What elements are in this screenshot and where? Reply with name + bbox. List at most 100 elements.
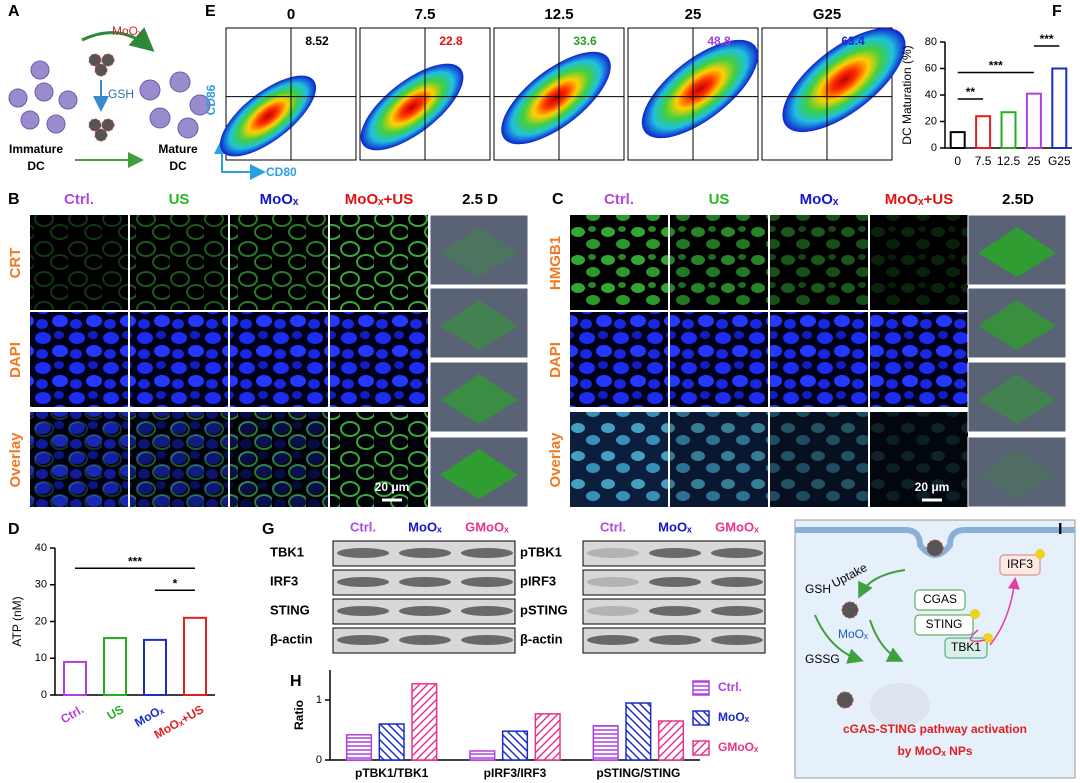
micrograph-channel bbox=[30, 215, 128, 310]
blot-band bbox=[399, 548, 451, 558]
pathway-diagram bbox=[794, 519, 1076, 779]
panel-a-cells bbox=[8, 60, 211, 139]
cell-label: DC bbox=[169, 159, 187, 173]
micrograph bbox=[770, 312, 868, 407]
micrograph-channel bbox=[570, 412, 668, 507]
x-tick-label: 25 bbox=[1027, 154, 1041, 168]
blot-band bbox=[587, 606, 639, 616]
panel-letter: B bbox=[8, 191, 20, 208]
blot-band bbox=[649, 577, 701, 587]
column-header: 25 bbox=[685, 6, 702, 23]
surface bbox=[978, 227, 1056, 277]
quadrant-percentage: 8.52 bbox=[305, 34, 329, 48]
y-tick-label: 20 bbox=[35, 615, 47, 627]
micrograph bbox=[870, 312, 968, 407]
diagram-label: IRF3 bbox=[1007, 557, 1033, 571]
lane-label: Ctrl. bbox=[600, 519, 626, 534]
y-axis-label: Ratio bbox=[292, 700, 306, 730]
panel-letter: C bbox=[552, 191, 564, 208]
blot-band bbox=[337, 577, 389, 587]
surface bbox=[440, 374, 518, 424]
protein-label: STING bbox=[270, 602, 310, 617]
panel-letter: A bbox=[8, 3, 20, 20]
bar bbox=[143, 638, 167, 696]
blot-strip bbox=[582, 569, 766, 596]
micrograph-channel bbox=[670, 215, 768, 310]
micrograph-channel bbox=[130, 412, 228, 507]
panel-letter: F bbox=[1052, 3, 1062, 20]
column-header: MoOₓ bbox=[800, 191, 839, 208]
legend-label: MoOₓ bbox=[718, 710, 750, 724]
protein-label: β-actin bbox=[270, 631, 313, 646]
micrograph-channel bbox=[770, 412, 868, 507]
diagram-label: TBK1 bbox=[951, 640, 981, 654]
y-tick-label: 0 bbox=[41, 689, 47, 701]
y-tick-label: 40 bbox=[925, 89, 937, 101]
y-tick-label: 10 bbox=[35, 652, 47, 664]
micrograph-channel bbox=[330, 215, 428, 310]
lane-label: MoOₓ bbox=[408, 519, 442, 534]
panel-letter: G bbox=[262, 521, 274, 538]
diagram-label: MoOₓ bbox=[838, 627, 868, 641]
blot-band bbox=[711, 548, 763, 558]
blot-band bbox=[399, 606, 451, 616]
blot-band bbox=[399, 635, 451, 645]
bar bbox=[63, 660, 87, 696]
blot-band bbox=[337, 606, 389, 616]
micrograph-channel bbox=[330, 412, 428, 507]
diagram-label: GSSG bbox=[805, 652, 840, 666]
micrograph bbox=[570, 312, 668, 407]
column-header: 7.5 bbox=[415, 6, 436, 23]
surface-plot bbox=[967, 436, 1067, 508]
y-tick-label: 30 bbox=[35, 579, 47, 591]
surface bbox=[978, 374, 1056, 424]
scale-bar-label: 20 μm bbox=[375, 480, 410, 494]
quadrant-percentage: 33.6 bbox=[573, 34, 597, 48]
micrograph bbox=[670, 312, 768, 407]
density bbox=[219, 75, 317, 157]
significance-label: * bbox=[173, 576, 178, 590]
diagram-label: STING bbox=[926, 617, 963, 631]
column-header: US bbox=[169, 191, 190, 208]
x-tick-label: US bbox=[105, 702, 126, 722]
blot-band bbox=[649, 635, 701, 645]
density bbox=[501, 51, 611, 145]
protein-label: pTBK1 bbox=[520, 544, 562, 559]
bar bbox=[657, 720, 685, 761]
blot-band bbox=[587, 577, 639, 587]
micrograph-channel bbox=[870, 215, 968, 310]
bar bbox=[534, 713, 561, 761]
panel-a-particles bbox=[88, 53, 115, 142]
bar bbox=[592, 725, 619, 761]
diagram-caption: by MoOₓ NPs bbox=[897, 744, 972, 758]
axis-label: CD80 bbox=[266, 165, 297, 179]
x-tick-label: pIRF3/IRF3 bbox=[484, 766, 547, 780]
surface bbox=[440, 300, 518, 350]
panel-letter: D bbox=[8, 521, 20, 538]
blot-band bbox=[399, 577, 451, 587]
column-header: 2.5D bbox=[1002, 191, 1034, 208]
blot-band bbox=[587, 635, 639, 645]
column-header: MoOₓ bbox=[260, 191, 299, 208]
protein-label: β-actin bbox=[520, 631, 563, 646]
significance-label: *** bbox=[128, 554, 142, 568]
column-header: Ctrl. bbox=[604, 191, 634, 208]
bar bbox=[183, 616, 207, 697]
cell-label: Mature bbox=[158, 142, 198, 156]
micrograph-channel bbox=[30, 412, 128, 507]
bar bbox=[975, 115, 992, 149]
panel-letter: H bbox=[290, 673, 302, 690]
legend-swatch bbox=[692, 740, 710, 756]
row-label: DAPI bbox=[7, 342, 24, 378]
micrograph bbox=[130, 312, 228, 407]
density bbox=[641, 39, 759, 139]
quadrant-percentage: 48.8 bbox=[707, 34, 731, 48]
blot-band bbox=[587, 548, 639, 558]
lane-label: MoOₓ bbox=[658, 519, 692, 534]
bar bbox=[1025, 92, 1042, 150]
micrograph-channel bbox=[230, 412, 328, 507]
density bbox=[782, 27, 906, 133]
quadrant-percentage: 63.4 bbox=[841, 34, 865, 48]
row-label: CRT bbox=[7, 248, 24, 279]
scale-bar-label: 20 μm bbox=[915, 480, 950, 494]
